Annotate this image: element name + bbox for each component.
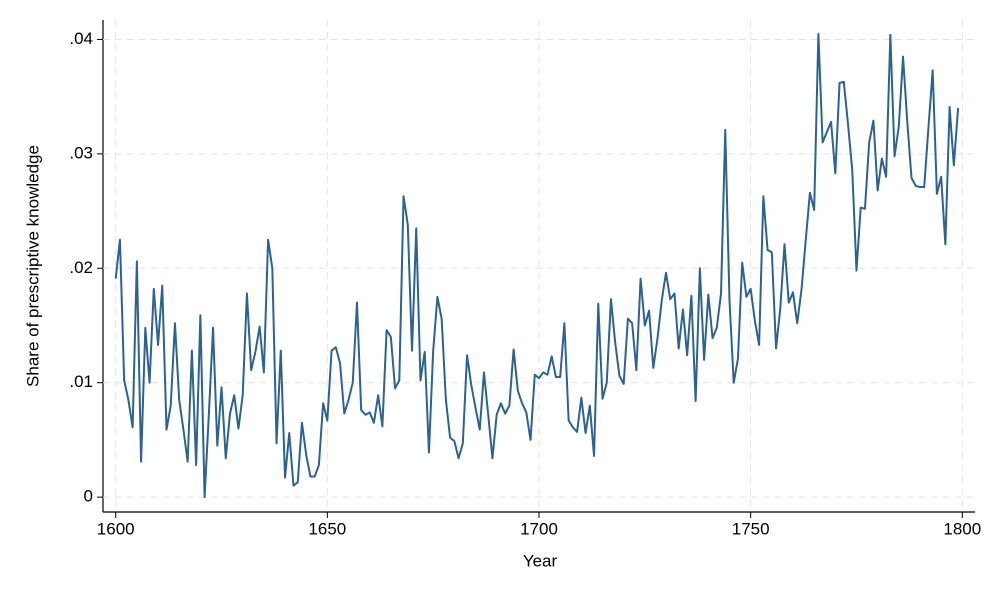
y-tick-label: 0 — [84, 487, 93, 506]
y-axis-label: Share of prescriptive knowledge — [23, 145, 42, 387]
x-tick-label: 1700 — [520, 519, 558, 538]
x-axis-label: Year — [523, 551, 558, 570]
y-tick-label: .04 — [69, 29, 93, 48]
data-line — [114, 32, 960, 499]
x-tick-label: 1600 — [97, 519, 135, 538]
x-tick-label: 1800 — [943, 519, 981, 538]
y-tick-label: .03 — [69, 143, 93, 162]
x-tick-label: 1750 — [732, 519, 770, 538]
y-tick-label: .01 — [69, 372, 93, 391]
x-tick-label: 1650 — [308, 519, 346, 538]
y-tick-label: .02 — [69, 258, 93, 277]
